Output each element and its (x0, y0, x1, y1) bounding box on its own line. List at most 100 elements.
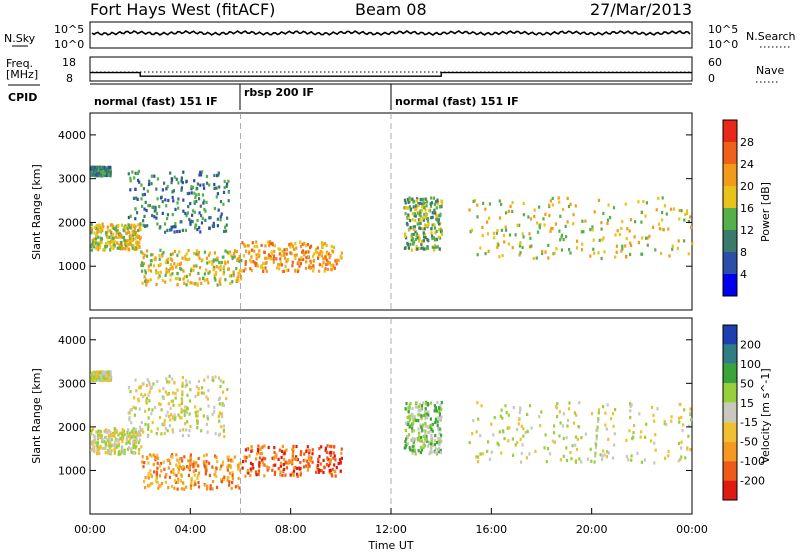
data-cell (308, 451, 311, 455)
data-cell (289, 245, 292, 249)
data-cell (170, 413, 173, 417)
data-cell (291, 456, 294, 460)
data-cell (685, 209, 689, 213)
data-cell (168, 475, 172, 479)
data-cell (413, 448, 416, 452)
colorbar-segment (723, 164, 737, 186)
data-cell (190, 281, 193, 285)
data-cell (309, 459, 312, 463)
data-cell (119, 452, 122, 456)
colorbar-tick-label: 200 (740, 338, 761, 351)
data-cell (232, 274, 235, 278)
data-cell (102, 173, 105, 177)
data-cell (159, 196, 163, 200)
data-cell (496, 441, 499, 445)
data-cell (237, 257, 240, 261)
data-cell (144, 279, 147, 283)
data-cell (597, 411, 600, 415)
data-cell (226, 182, 229, 186)
data-cell (147, 264, 150, 268)
data-cell (520, 460, 523, 464)
data-cell (339, 254, 342, 259)
data-cell (134, 224, 137, 229)
data-cell (434, 231, 437, 235)
data-cell (120, 432, 124, 436)
data-cell (293, 253, 296, 258)
data-cell (100, 241, 103, 245)
data-cell (255, 253, 258, 257)
data-cell (256, 244, 259, 249)
data-cell (412, 232, 415, 236)
data-cell (169, 228, 172, 232)
data-cell (256, 450, 260, 454)
data-cell (439, 205, 442, 209)
data-cell (329, 462, 332, 466)
data-cell (108, 171, 111, 175)
data-cell (222, 190, 226, 194)
data-cell (128, 418, 131, 422)
data-cell (108, 165, 111, 170)
data-cell (160, 432, 163, 436)
noise-left-label: N.Sky (4, 32, 36, 45)
data-cell (201, 216, 204, 220)
data-cell (305, 464, 308, 468)
data-cell (219, 467, 222, 471)
data-cell (255, 457, 258, 461)
data-cell (208, 251, 212, 255)
data-cell (198, 211, 201, 215)
colorbar-segment (723, 402, 737, 423)
data-cell (621, 244, 624, 248)
data-cell (277, 263, 280, 267)
data-cell (128, 411, 131, 415)
data-cell (140, 197, 143, 201)
data-cell (202, 276, 205, 281)
data-cell (512, 453, 515, 457)
data-cell (219, 218, 222, 222)
data-cell (102, 375, 105, 379)
data-cell (562, 412, 565, 416)
data-cell (553, 440, 556, 444)
data-cell (509, 204, 512, 208)
data-cell (101, 166, 104, 170)
x-tick-label: 12:00 (375, 523, 407, 536)
data-cell (179, 220, 182, 224)
data-cell (278, 263, 281, 267)
data-cell (628, 429, 631, 433)
data-cell (134, 207, 137, 211)
data-cell (147, 268, 150, 272)
data-cell (184, 384, 187, 388)
data-cell (196, 414, 199, 418)
data-cell (690, 418, 693, 422)
data-cell (116, 241, 119, 245)
data-cell (209, 484, 212, 488)
noise-left-tick-low: 10^0 (54, 38, 84, 51)
data-cell (153, 456, 157, 460)
data-cell (249, 267, 252, 271)
data-cell (243, 455, 246, 459)
data-cell (200, 214, 203, 218)
data-cell (408, 414, 411, 418)
data-cell (126, 242, 129, 246)
data-cell (565, 235, 568, 239)
data-cell (226, 468, 229, 472)
data-cell (271, 252, 274, 256)
data-cell (418, 439, 422, 443)
data-cell (280, 263, 283, 267)
data-cell (305, 449, 308, 453)
data-cell (311, 448, 314, 452)
data-cell (688, 424, 691, 428)
data-cell (289, 473, 292, 477)
data-cell (614, 255, 617, 259)
x-tick-label: 08:00 (275, 523, 307, 536)
data-cell (185, 383, 188, 387)
data-cell (211, 487, 214, 491)
data-cell (308, 464, 311, 468)
data-cell (280, 461, 283, 465)
data-cell (530, 244, 533, 248)
data-cell (172, 189, 175, 193)
data-cell (627, 458, 630, 462)
data-cell (171, 428, 174, 432)
data-cell (500, 228, 503, 232)
data-cell (648, 234, 651, 238)
